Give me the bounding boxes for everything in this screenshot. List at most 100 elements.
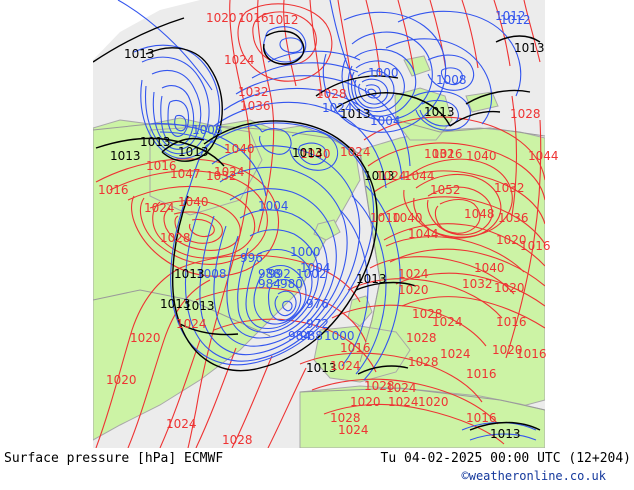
isobar-label: 1013 xyxy=(356,272,387,286)
isobar-label: 1013 xyxy=(178,145,209,159)
isobar-label: 1024 xyxy=(330,359,361,373)
isobar-label: 1013 xyxy=(110,149,141,163)
isobar-label: 1020 xyxy=(398,283,429,297)
isobar-label: 1013 xyxy=(174,267,205,281)
isobar-label: 1016 xyxy=(432,147,463,161)
isobar-label: 1016 xyxy=(238,11,269,25)
isobar-label: 984 xyxy=(258,277,281,291)
isobar-label: 1024 xyxy=(340,145,371,159)
isobar-label: 976 xyxy=(306,297,329,311)
isobar-label: 1024 xyxy=(432,315,463,329)
isobar-label: 1047 xyxy=(170,167,201,181)
isobar-label: 1032 xyxy=(494,181,525,195)
isobar-label: 1040 xyxy=(474,261,505,275)
isobar-label: 1048 xyxy=(464,207,495,221)
isobar-label: 1040 xyxy=(224,142,255,156)
isobar-label: 1000 xyxy=(368,66,399,80)
isobar-label: 992 xyxy=(268,267,291,281)
isobar-label: 1028 xyxy=(364,379,395,393)
isobar-label: 1016 xyxy=(496,315,527,329)
isobar-label: 1024 xyxy=(398,267,429,281)
isobar-label: 1020 xyxy=(492,343,523,357)
isobar-label: 1040 xyxy=(178,195,209,209)
isobar-label: 1020 xyxy=(496,233,527,247)
isobar-label: 1024 xyxy=(322,101,353,115)
isobar-label: 1020 xyxy=(494,281,525,295)
isobar-label: 1032 xyxy=(206,169,237,183)
footer-credit: ©weatheronline.co.uk xyxy=(461,469,607,483)
isobar-label: 980 xyxy=(280,277,303,291)
isobar-label: 1044 xyxy=(408,227,439,241)
isobar-label: 1013 xyxy=(424,105,455,119)
map-canvas xyxy=(93,0,545,448)
isobar-label: 1032 xyxy=(462,277,493,291)
isobar-1013 xyxy=(93,17,541,431)
isobar-label: 1013 xyxy=(292,146,323,160)
isobar-label: 1036 xyxy=(498,211,529,225)
isobar-label: 1044 xyxy=(404,169,435,183)
isobar-label: 1010 xyxy=(370,211,401,225)
isobar-label: 1012 xyxy=(268,13,299,27)
isobar-label: 1028 xyxy=(160,231,191,245)
isobar-label: 1040 xyxy=(392,211,423,225)
isobar-label: 1016 xyxy=(340,341,371,355)
isobar-label: 1024 xyxy=(376,169,407,183)
isobar-label: 1040 xyxy=(466,149,497,163)
isobar-label: 972 xyxy=(306,317,329,331)
isobar-label: 1020 xyxy=(350,395,381,409)
footer-valid-time: Tu 04-02-2025 00:00 UTC (12+204) xyxy=(380,451,631,466)
isobar-label: 1000 xyxy=(324,329,355,343)
isobar-label: 1008 xyxy=(436,73,467,87)
isobar-label: 1013 xyxy=(306,361,337,375)
isobar-label: 1016 xyxy=(520,239,551,253)
isobar-label: 1024 xyxy=(214,165,245,179)
isobar-label: 1013 xyxy=(184,299,215,313)
isobar-label: 1020 xyxy=(130,331,161,345)
isobar-label: 1020 xyxy=(206,11,237,25)
isobar-label: 1013 xyxy=(514,41,545,55)
isobar-label: 1013 xyxy=(490,427,521,441)
isobar-label: 984 xyxy=(288,329,311,343)
isobar-label: 1032 xyxy=(424,147,455,161)
isobar-label: 1013 xyxy=(160,297,191,311)
isobar-label: 1016 xyxy=(516,347,547,361)
isobar-label: 1032 xyxy=(238,85,269,99)
isobar-label: 996 xyxy=(240,251,263,265)
isobar-label: 1028 xyxy=(316,87,347,101)
isobar-label: 1024 xyxy=(166,417,197,431)
isobar-label: 1013 xyxy=(124,47,155,61)
isobar-label: 1002 xyxy=(296,267,327,281)
isobar-label: 1020 xyxy=(106,373,137,387)
isobar-label: 1013 xyxy=(140,135,171,149)
isobar-label: 1016 xyxy=(146,159,177,173)
pressure-contour-map[interactable]: 1020 1016 1012 1012 1012 1013 1013 1024 1000 1008… xyxy=(0,0,634,448)
isobar-label: 1024 xyxy=(388,395,419,409)
isobar-label: 1012 xyxy=(500,13,531,27)
isobar-label: 1052 xyxy=(430,183,461,197)
isobar-label: 1008 xyxy=(196,267,227,281)
isobar-label: 988 xyxy=(258,267,281,281)
isobar-label: 1024 xyxy=(386,381,417,395)
isobar-label: 1016 xyxy=(466,367,497,381)
isobar-label: 1004 xyxy=(300,261,331,275)
isobar-label: 1016 xyxy=(466,411,497,425)
isobar-label: 1028 xyxy=(408,355,439,369)
isobar-label: 1004 xyxy=(258,199,289,213)
isobar-label: 1020 xyxy=(418,395,449,409)
isobar-label: 1036 xyxy=(240,99,271,113)
isobar-label: 1028 xyxy=(510,107,541,121)
isobar-label: 1024 xyxy=(144,201,175,215)
footer-title: Surface pressure [hPa] ECMWF xyxy=(4,451,224,466)
isobar-label: 1028 xyxy=(330,411,361,425)
isobar-label: 1028 xyxy=(406,331,437,345)
isobar-label: 1008 xyxy=(192,123,223,137)
isobar-label: 1028 xyxy=(222,433,253,447)
isobar-label: 1013 xyxy=(364,169,395,183)
isobar-label: 1040 xyxy=(300,147,331,161)
isobar-label: 1024 xyxy=(224,53,255,67)
isobar-label: 1024 xyxy=(176,317,207,331)
isobar-label: 1016 xyxy=(98,183,129,197)
isobar-label: 1024 xyxy=(338,423,369,437)
isobar-label: 1012 xyxy=(495,9,526,23)
